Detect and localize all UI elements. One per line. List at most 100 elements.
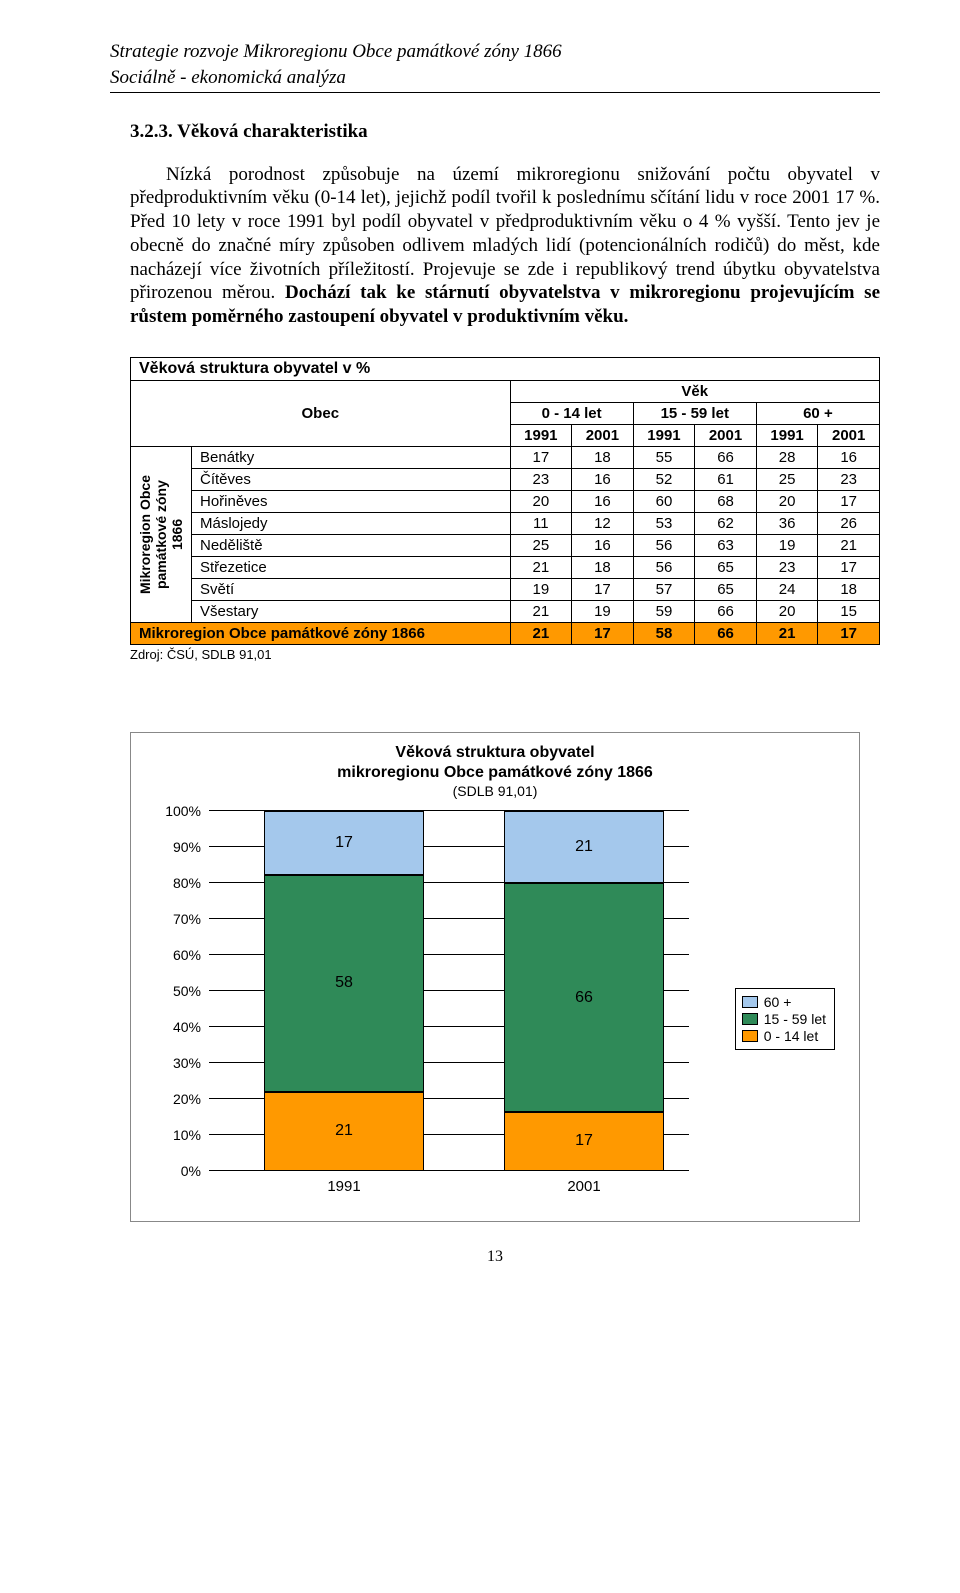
- side-label: Mikroregion Obcepamátkové zóny1866: [131, 446, 192, 622]
- y-axis-label: 30%: [151, 1055, 201, 1071]
- chart-title-l1: Věková struktura obyvatel: [147, 743, 843, 763]
- table-cell: 18: [818, 578, 880, 600]
- stacked-bar-chart: Věková struktura obyvatel mikroregionu O…: [130, 732, 860, 1222]
- bar-segment: 21: [264, 1092, 424, 1171]
- doc-header-line2: Sociálně - ekonomická analýza: [110, 66, 880, 90]
- table-cell: 56: [633, 534, 695, 556]
- row-name: Máslojedy: [192, 512, 511, 534]
- table-cell: 18: [572, 556, 634, 578]
- legend-item: 60 +: [742, 994, 826, 1010]
- chart-title-l2: mikroregionu Obce památkové zóny 1866: [147, 763, 843, 783]
- table-cell: 62: [695, 512, 757, 534]
- total-cell: 17: [818, 622, 880, 644]
- section-heading: 3.2.3. Věková charakteristika: [130, 121, 880, 143]
- legend-swatch: [742, 1030, 758, 1042]
- bar-column: 2158171991: [264, 811, 424, 1171]
- table-cell: 60: [633, 490, 695, 512]
- table-cell: 53: [633, 512, 695, 534]
- table-cell: 25: [756, 468, 818, 490]
- legend-item: 15 - 59 let: [742, 1011, 826, 1027]
- table-cell: 66: [695, 600, 757, 622]
- age-group-1: 15 - 59 let: [633, 402, 756, 424]
- legend-swatch: [742, 996, 758, 1008]
- table-cell: 11: [510, 512, 572, 534]
- table-cell: 19: [510, 578, 572, 600]
- body-paragraph: Nízká porodnost způsobuje na území mikro…: [130, 163, 880, 329]
- total-cell: 21: [756, 622, 818, 644]
- table-cell: 55: [633, 446, 695, 468]
- year-col-5: 2001: [818, 424, 880, 446]
- table-cell: 19: [756, 534, 818, 556]
- age-group-2: 60 +: [756, 402, 879, 424]
- bar-segment: 17: [264, 811, 424, 875]
- table-cell: 21: [818, 534, 880, 556]
- table-cell: 17: [818, 490, 880, 512]
- legend-label: 0 - 14 let: [764, 1028, 818, 1044]
- table-cell: 28: [756, 446, 818, 468]
- y-axis-label: 60%: [151, 947, 201, 963]
- table-cell: 16: [818, 446, 880, 468]
- row-name: Benátky: [192, 446, 511, 468]
- bar-segment: 66: [504, 883, 664, 1111]
- table-cell: 65: [695, 556, 757, 578]
- table-cell: 16: [572, 468, 634, 490]
- table-cell: 21: [510, 556, 572, 578]
- y-axis-label: 100%: [151, 803, 201, 819]
- y-axis-label: 10%: [151, 1127, 201, 1143]
- total-cell: 66: [695, 622, 757, 644]
- y-axis-label: 80%: [151, 875, 201, 891]
- x-axis-label: 1991: [264, 1178, 424, 1195]
- table-cell: 15: [818, 600, 880, 622]
- table-cell: 59: [633, 600, 695, 622]
- table-cell: 19: [572, 600, 634, 622]
- table-cell: 23: [756, 556, 818, 578]
- row-name: Světí: [192, 578, 511, 600]
- obec-header: Obec: [131, 380, 511, 446]
- y-axis-label: 70%: [151, 911, 201, 927]
- chart-subtitle: (SDLB 91,01): [147, 783, 843, 799]
- table-cell: 18: [572, 446, 634, 468]
- bar-column: 1766212001: [504, 811, 664, 1171]
- year-col-0: 1991: [510, 424, 572, 446]
- legend-label: 60 +: [764, 994, 792, 1010]
- table-cell: 20: [756, 490, 818, 512]
- vek-header: Věk: [510, 380, 879, 402]
- table-cell: 25: [510, 534, 572, 556]
- table-cell: 56: [633, 556, 695, 578]
- chart-legend: 60 +15 - 59 let0 - 14 let: [735, 988, 835, 1050]
- table-cell: 23: [510, 468, 572, 490]
- plot-area: 0%10%20%30%40%50%60%70%80%90%100% 215817…: [209, 811, 689, 1171]
- table-cell: 63: [695, 534, 757, 556]
- total-cell: 58: [633, 622, 695, 644]
- row-name: Střezetice: [192, 556, 511, 578]
- doc-header-line1: Strategie rozvoje Mikroregionu Obce pamá…: [110, 40, 880, 64]
- row-name: Neděliště: [192, 534, 511, 556]
- table-cell: 24: [756, 578, 818, 600]
- table-cell: 16: [572, 534, 634, 556]
- table-cell: 20: [510, 490, 572, 512]
- table-cell: 12: [572, 512, 634, 534]
- total-row-name: Mikroregion Obce památkové zóny 1866: [131, 622, 511, 644]
- bar-segment: 58: [264, 875, 424, 1093]
- table-cell: 20: [756, 600, 818, 622]
- legend-label: 15 - 59 let: [764, 1011, 826, 1027]
- page-number: 13: [110, 1248, 880, 1266]
- x-axis-label: 2001: [504, 1178, 664, 1195]
- table-cell: 57: [633, 578, 695, 600]
- year-col-4: 1991: [756, 424, 818, 446]
- year-col-2: 1991: [633, 424, 695, 446]
- table-cell: 65: [695, 578, 757, 600]
- table-cell: 36: [756, 512, 818, 534]
- table-cell: 23: [818, 468, 880, 490]
- legend-swatch: [742, 1013, 758, 1025]
- header-rule: [110, 92, 880, 93]
- row-name: Všestary: [192, 600, 511, 622]
- row-name: Čítěves: [192, 468, 511, 490]
- bar-segment: 21: [504, 811, 664, 884]
- table-cell: 61: [695, 468, 757, 490]
- table-cell: 66: [695, 446, 757, 468]
- table-cell: 17: [818, 556, 880, 578]
- total-cell: 21: [510, 622, 572, 644]
- table-cell: 68: [695, 490, 757, 512]
- y-axis-label: 40%: [151, 1019, 201, 1035]
